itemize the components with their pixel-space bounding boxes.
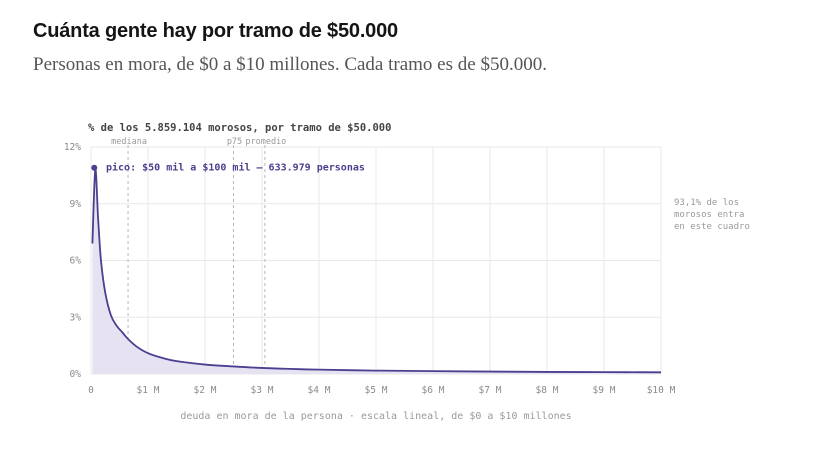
x-tick-label: 0 [88,385,94,396]
chart-title: % de los 5.859.104 morosos, por tramo de… [88,122,391,134]
x-tick-label: $4 M [308,385,331,396]
x-tick-label: $8 M [536,385,559,396]
series-line [91,168,662,374]
x-tick-label: $9 M [593,385,616,396]
x-tick-label: $6 M [422,385,445,396]
series-area [92,169,662,374]
y-tick-label: 12% [64,142,81,153]
x-tick-label: $5 M [365,385,388,396]
side-note-line: morosos entra [674,210,744,220]
annotations: pico: $50 mil a $100 mil — 633.979 perso… [91,162,750,232]
x-tick-label: $1 M [137,385,160,396]
x-tick-label: $7 M [479,385,502,396]
axes: 0% 3% 6% 9% 12% 0 $1 M $2 M $3 M $4 M $5 M $6 M $7 M… [64,142,676,396]
x-tick-label: $3 M [251,385,274,396]
x-tick-label: $2 M [194,385,217,396]
side-note-line: en este cuadro [674,222,750,232]
reference-lines: mediana p75 promedio [111,137,286,374]
series [91,168,662,374]
page-title: Cuánta gente hay por tramo de $50.000 [33,20,398,42]
reference-label: mediana [111,137,147,147]
reference-label: promedio [245,137,286,147]
side-note-line: 93,1% de los [674,198,739,208]
grid [90,146,662,375]
y-tick-label: 6% [70,256,82,267]
y-tick-label: 3% [70,312,82,323]
y-tick-label: 9% [70,199,82,210]
x-tick-label: $10 M [647,385,676,396]
x-axis-label: deuda en mora de la persona · escala lin… [180,411,571,422]
reference-label: p75 [227,137,242,147]
peak-label: pico: $50 mil a $100 mil — 633.979 perso… [106,162,365,174]
peak-point [91,164,98,171]
y-tick-label: 0% [70,369,82,380]
page-subtitle: Personas en mora, de $0 a $10 millones. … [33,54,547,75]
